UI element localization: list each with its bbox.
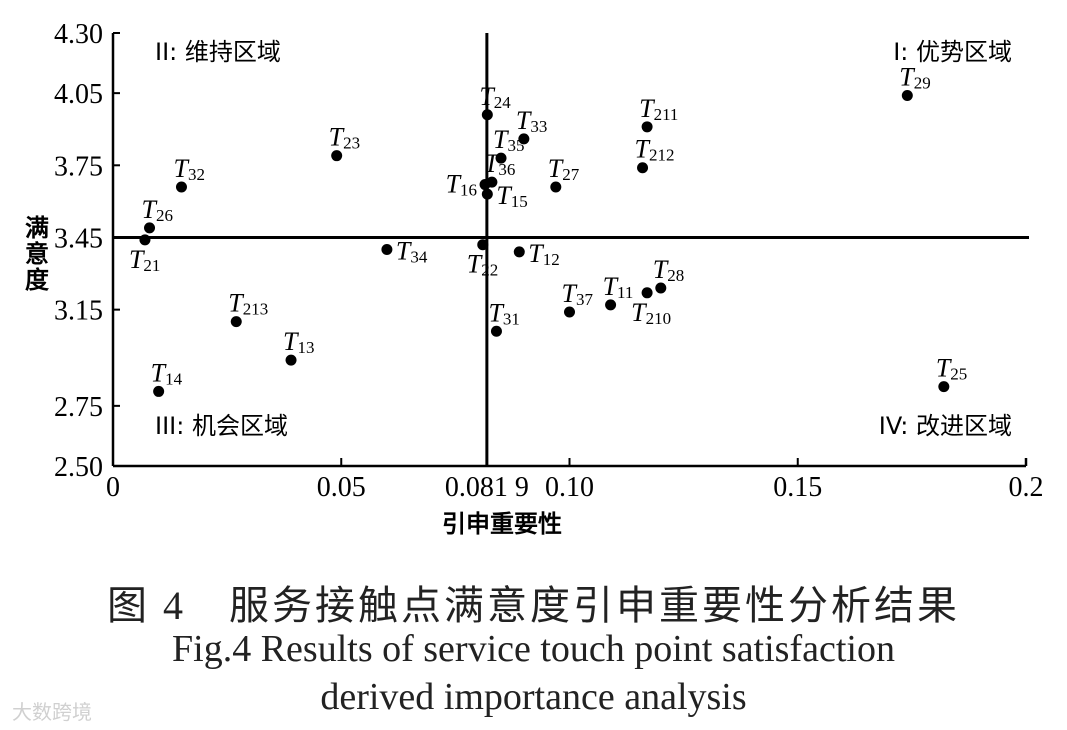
y-tick-label: 4.30: [54, 19, 103, 50]
data-point-label-T35: T35: [493, 125, 524, 155]
quadrant-label-ii: II: 维持区域: [155, 38, 281, 66]
data-point-T34: [381, 244, 393, 255]
data-point-label-T29: T29: [899, 63, 930, 93]
data-point-T12: [513, 246, 525, 258]
quadrant-label-i: I: 优势区域: [893, 38, 1012, 66]
data-point-T37: [564, 306, 575, 318]
watermark: 大数跨境: [12, 700, 92, 724]
x-tick-label: 0.081 9: [445, 472, 529, 503]
data-point-label-T32: T32: [173, 154, 204, 184]
y-tick-label: 3.15: [54, 296, 103, 327]
x-tick-label: 0.15: [773, 472, 822, 503]
data-point-label-T34: T34: [396, 237, 428, 267]
data-point-label-T37: T37: [562, 279, 594, 309]
data-point-label-T27: T27: [548, 154, 580, 184]
data-point-T15: [481, 188, 493, 200]
data-point-label-T22: T22: [467, 250, 498, 280]
quadrant-label-iii: III: 机会区域: [155, 412, 288, 440]
data-point-T23: [331, 150, 343, 162]
figure-caption-en-line1: Fig.4 Results of service touch point sat…: [172, 628, 895, 670]
data-point-T24: [481, 109, 493, 121]
y-tick-label: 3.45: [54, 223, 103, 254]
data-point-T21: [139, 234, 151, 246]
data-point-T28: [655, 282, 667, 294]
x-tick-label: 0: [106, 472, 120, 503]
data-point-label-T212: T212: [635, 135, 675, 165]
data-point-label-T210: T210: [631, 298, 671, 328]
data-point-T22: [477, 239, 489, 251]
x-axis-label: 引申重要性: [442, 510, 562, 538]
data-point-T212: [637, 162, 649, 174]
y-tick-label: 2.50: [54, 452, 103, 483]
data-point-T29: [901, 90, 913, 102]
data-point-label-T31: T31: [488, 298, 519, 328]
x-tick-label: 0.10: [545, 472, 594, 503]
data-point-label-T15: T15: [496, 181, 527, 211]
data-point-label-T23: T23: [329, 123, 360, 153]
data-point-T27: [550, 181, 562, 193]
data-point-label-T12: T12: [528, 239, 559, 269]
data-point-label-T21: T21: [129, 245, 160, 275]
y-axis-label: 满意度: [25, 214, 50, 294]
data-point-T211: [641, 121, 653, 133]
data-point-T210: [641, 287, 653, 299]
data-point-label-T13: T13: [283, 327, 314, 357]
data-point-T16: [479, 179, 491, 191]
data-point-T32: [175, 181, 187, 193]
data-point-label-T11: T11: [603, 272, 634, 302]
data-point-label-T25: T25: [936, 354, 967, 384]
y-tick-label: 2.75: [54, 392, 103, 423]
data-point-label-T211: T211: [639, 94, 678, 124]
data-point-T35: [495, 152, 507, 164]
data-point-label-T16: T16: [446, 170, 477, 200]
x-tick-label: 0.05: [317, 472, 366, 503]
plot-area: 2.50 2.75 3.15 3.45 3.75 4.05 4.30 0 0.05 0.081 9…: [25, 19, 1044, 538]
data-point-T25: [938, 381, 950, 393]
y-tick-label: 4.05: [54, 79, 103, 110]
x-tick-label: 0.2: [1009, 472, 1044, 503]
data-point-T14: [153, 385, 165, 397]
data-point-T31: [490, 325, 502, 337]
data-point-T26: [144, 222, 156, 234]
data-point-label-T36: T36: [484, 149, 515, 179]
figure-caption-en-line2: derived importance analysis: [320, 676, 747, 718]
data-point-label-T24: T24: [479, 82, 511, 112]
data-point-label-T33: T33: [516, 106, 547, 136]
data-point-label-T213: T213: [228, 289, 268, 319]
y-tick-label: 3.75: [54, 151, 103, 182]
data-point-T33: [518, 133, 530, 145]
data-point-T11: [605, 299, 617, 311]
quadrant-label-iv: IV: 改进区域: [879, 412, 1012, 440]
data-point-T13: [285, 354, 297, 366]
data-point-label-T26: T26: [142, 195, 173, 225]
figure-caption-zh: 图 4 服务接触点满意度引申重要性分析结果: [107, 583, 960, 628]
data-point-label-T28: T28: [653, 255, 684, 285]
data-point-T213: [230, 316, 242, 328]
data-point-label-T14: T14: [151, 358, 183, 388]
